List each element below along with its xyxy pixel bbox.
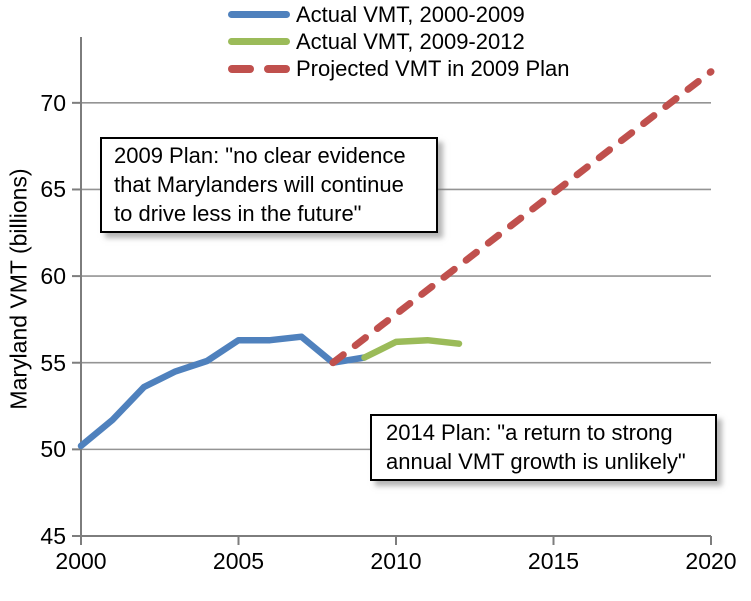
annotation-2009-plan: 2009 Plan: "no clear evidence that Maryl… xyxy=(100,137,438,233)
y-tick-label-70: 70 xyxy=(40,89,66,116)
y-tick-label-50: 50 xyxy=(40,436,66,463)
series-line-1 xyxy=(361,336,463,361)
y-tick-label-60: 60 xyxy=(40,263,66,290)
annotation-line: annual VMT growth is unlikely" xyxy=(386,449,686,474)
legend-item-projected-vmt: Projected VMT in 2009 Plan xyxy=(228,55,570,82)
x-tick-label-2010: 2010 xyxy=(370,548,422,574)
x-tick-label-2015: 2015 xyxy=(527,548,580,574)
legend-item-actual-vmt-2009-2012: Actual VMT, 2009-2012 xyxy=(228,28,570,55)
annotation-line: to drive less in the future" xyxy=(114,201,362,226)
legend-label: Actual VMT, 2000-2009 xyxy=(296,2,525,27)
legend-dashed-line-sample-red-icon xyxy=(228,64,290,73)
series-line-2 xyxy=(329,68,715,367)
annotation-2014-plan: 2014 Plan: "a return to strong annual VM… xyxy=(370,414,717,481)
legend-label: Projected VMT in 2009 Plan xyxy=(296,56,570,81)
y-tick-label-55: 55 xyxy=(40,349,66,376)
dash-segment xyxy=(264,64,290,73)
annotation-line: that Marylanders will continue xyxy=(114,172,404,197)
series-line-0 xyxy=(77,333,368,450)
x-tick-label-2005: 2005 xyxy=(212,548,265,574)
legend-line-sample-blue-icon xyxy=(228,11,290,18)
dash-segment xyxy=(228,64,254,73)
annotation-line: 2014 Plan: "a return to strong xyxy=(386,420,673,445)
annotation-line: 2009 Plan: "no clear evidence xyxy=(114,143,406,168)
x-tick-label-2020: 2020 xyxy=(685,548,737,574)
legend-line-sample-green-icon xyxy=(228,38,290,45)
chart-legend: Actual VMT, 2000-2009 Actual VMT, 2009-2… xyxy=(228,1,570,82)
x-tick-label-2000: 2000 xyxy=(55,548,107,574)
y-tick-label-45: 45 xyxy=(40,523,66,549)
y-tick-label-65: 65 xyxy=(40,176,66,203)
legend-label: Actual VMT, 2009-2012 xyxy=(296,29,525,54)
legend-item-actual-vmt-2000-2009: Actual VMT, 2000-2009 xyxy=(228,1,570,28)
